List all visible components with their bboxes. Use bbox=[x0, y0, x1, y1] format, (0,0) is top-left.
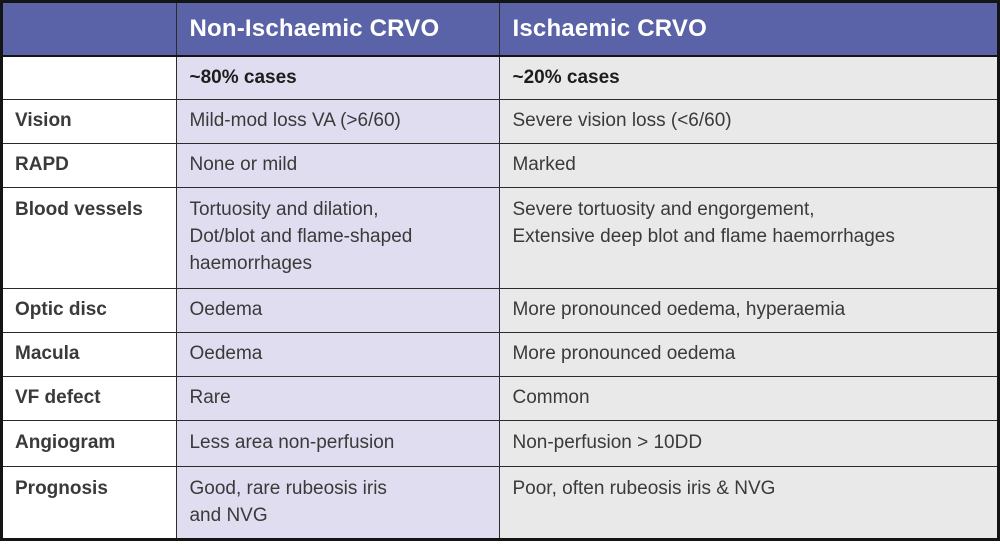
table-row-macula: Macula Oedema More pronounced oedema bbox=[0, 332, 999, 378]
blood-vessels-ischaemic-cell: Severe tortuosity and engorgement, Exten… bbox=[499, 187, 999, 290]
table-row-optic-disc: Optic disc Oedema More pronounced oedema… bbox=[0, 288, 999, 334]
row-label-blood-vessels: Blood vessels bbox=[0, 187, 178, 290]
vf-defect-ischaemic-cell: Common bbox=[499, 376, 999, 422]
column-header-ischaemic: Ischaemic CRVO bbox=[499, 1, 999, 57]
ischaemic-cases-cell: ~20% cases bbox=[499, 54, 999, 101]
vision-non-ischaemic-cell: Mild-mod loss VA (>6/60) bbox=[176, 99, 501, 145]
angiogram-ischaemic-cell: Non-perfusion > 10DD bbox=[499, 420, 999, 468]
row-label bbox=[0, 54, 178, 101]
non-ischaemic-cases-cell: ~80% cases bbox=[176, 54, 501, 101]
optic-disc-ischaemic-cell: More pronounced oedema, hyperaemia bbox=[499, 288, 999, 334]
table-row-cases: ~80% cases ~20% cases bbox=[0, 54, 999, 101]
blood-vessels-non-ischaemic-cell: Tortuosity and dilation, Dot/blot and fl… bbox=[176, 187, 501, 290]
macula-ischaemic-cell: More pronounced oedema bbox=[499, 332, 999, 378]
rapd-non-ischaemic-cell: None or mild bbox=[176, 143, 501, 189]
table-row-angiogram: Angiogram Less area non-perfusion Non-pe… bbox=[0, 420, 999, 468]
row-label-vision: Vision bbox=[0, 99, 178, 145]
vf-defect-non-ischaemic-cell: Rare bbox=[176, 376, 501, 422]
row-label-vf-defect: VF defect bbox=[0, 376, 178, 422]
table-row-vision: Vision Mild-mod loss VA (>6/60) Severe v… bbox=[0, 99, 999, 145]
row-label-rapd: RAPD bbox=[0, 143, 178, 189]
table-row-blood-vessels: Blood vessels Tortuosity and dilation, D… bbox=[0, 187, 999, 290]
column-header-non-ischaemic: Non-Ischaemic CRVO bbox=[176, 1, 501, 57]
row-label-prognosis: Prognosis bbox=[0, 466, 178, 541]
table-row-rapd: RAPD None or mild Marked bbox=[0, 143, 999, 189]
prognosis-non-ischaemic-cell: Good, rare rubeosis iris and NVG bbox=[176, 466, 501, 541]
row-label-angiogram: Angiogram bbox=[0, 420, 178, 468]
row-label-optic-disc: Optic disc bbox=[0, 288, 178, 334]
angiogram-non-ischaemic-cell: Less area non-perfusion bbox=[176, 420, 501, 468]
table-row-prognosis: Prognosis Good, rare rubeosis iris and N… bbox=[0, 466, 999, 541]
macula-non-ischaemic-cell: Oedema bbox=[176, 332, 501, 378]
table-row-vf-defect: VF defect Rare Common bbox=[0, 376, 999, 422]
rapd-ischaemic-cell: Marked bbox=[499, 143, 999, 189]
corner-header-cell bbox=[0, 1, 178, 57]
vision-ischaemic-cell: Severe vision loss (<6/60) bbox=[499, 99, 999, 145]
row-label-macula: Macula bbox=[0, 332, 178, 378]
header-row: Non-Ischaemic CRVO Ischaemic CRVO bbox=[0, 1, 999, 57]
optic-disc-non-ischaemic-cell: Oedema bbox=[176, 288, 501, 334]
prognosis-ischaemic-cell: Poor, often rubeosis iris & NVG bbox=[499, 466, 999, 541]
